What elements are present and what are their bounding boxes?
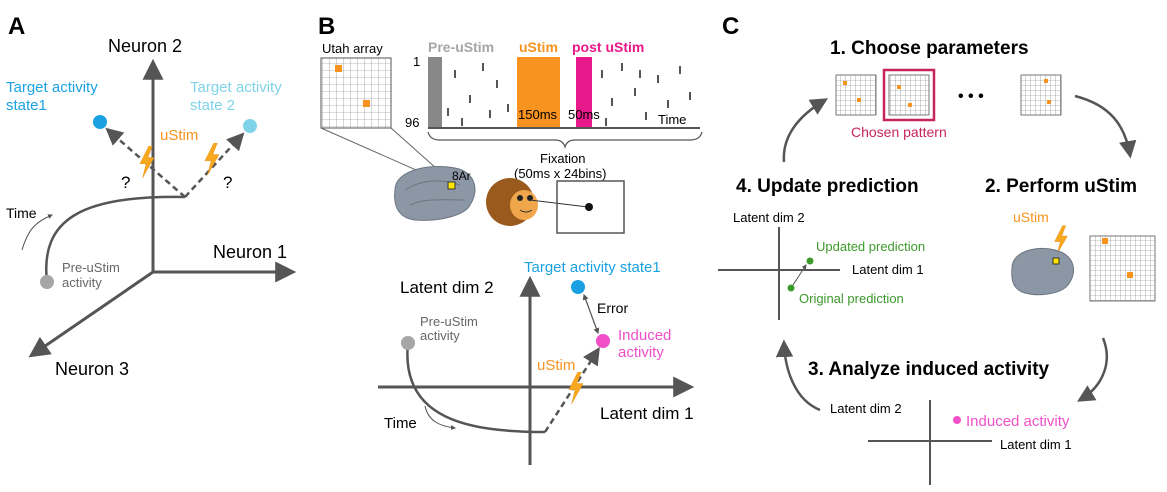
ustim-header: uStim	[519, 39, 558, 55]
induced-label-2: activity	[618, 344, 664, 361]
ustim-block	[517, 57, 560, 127]
question-mark-2: ?	[223, 173, 232, 192]
original-prediction-label: Original prediction	[799, 291, 904, 306]
target2-label-2: state 2	[190, 97, 235, 114]
panel-a: A Neuron 2 Neuron 1 Neuron 3 Pre-uStim a…	[6, 13, 297, 379]
target2-dot	[243, 119, 257, 133]
fixation-label-1: Fixation	[540, 151, 586, 166]
ustim-label-b: uStim	[537, 357, 575, 374]
target1-label-2: state1	[6, 97, 47, 114]
panel-a-letter: A	[8, 13, 25, 40]
neuron1-label: Neuron 1	[213, 242, 287, 262]
fixation-screen	[556, 180, 625, 234]
original-prediction-dot	[787, 284, 795, 292]
time-label: Time	[6, 205, 37, 221]
updated-prediction-dot	[806, 257, 814, 265]
array-location-marker	[447, 181, 456, 190]
lightning-bolt-icon	[204, 143, 220, 175]
cycle-arrow-4-to-1	[782, 98, 829, 163]
area-8ar-label: 8Ar	[452, 169, 471, 183]
target-dot-b	[571, 280, 585, 294]
trajectory-line	[44, 195, 186, 283]
latent-dim2-label-c4: Latent dim 2	[733, 210, 805, 225]
latent-dim2-label-c3: Latent dim 2	[830, 401, 902, 416]
ellipsis: • • •	[958, 88, 984, 105]
raster-row-top: 1	[413, 54, 420, 69]
electrode-marker	[335, 65, 342, 72]
induced-dot	[596, 334, 610, 348]
panel-b-letter: B	[318, 13, 335, 40]
step3-label: 3. Analyze induced activity	[808, 359, 1050, 380]
cycle-arrow-3-to-4	[775, 339, 821, 412]
panel-c-letter: C	[722, 13, 739, 40]
pre-ustim-block	[428, 57, 442, 127]
induced-dot-c	[953, 416, 961, 424]
cycle-arrow-1-to-2	[1074, 94, 1137, 159]
latent-dim1-label: Latent dim 1	[600, 404, 694, 423]
spike-ticks	[447, 63, 691, 126]
chosen-pattern-label: Chosen pattern	[851, 124, 947, 140]
latent-trajectory	[406, 342, 546, 434]
ustim-label-c: uStim	[1013, 209, 1049, 225]
target2-label-1: Target activity	[190, 79, 282, 96]
pre-ustim-dot-b	[401, 336, 415, 350]
duration-150ms: 150ms	[518, 107, 558, 122]
panel-c: C 1. Choose parameters Chosen pattern • …	[718, 13, 1156, 485]
pre-ustim-label-b1: Pre-uStim	[420, 314, 478, 329]
target1-label-1: Target activity	[6, 79, 98, 96]
error-label: Error	[597, 300, 628, 316]
fixation-label-2: (50ms x 24bins)	[514, 166, 606, 181]
pre-ustim-header: Pre-uStim	[428, 39, 494, 55]
time-label-b: Time	[384, 415, 417, 432]
brain-icon-c	[1011, 247, 1075, 296]
array-location-marker-c	[1052, 257, 1060, 265]
prediction-update-arrow	[792, 264, 807, 286]
brain-icon	[394, 165, 476, 221]
dashed-arrow-target2	[184, 132, 245, 198]
induced-label-c: Induced activity	[966, 413, 1070, 430]
fixation-dot	[585, 203, 593, 211]
neuron2-label: Neuron 2	[108, 36, 182, 56]
ustim-label: uStim	[160, 127, 198, 144]
latent-dim2-label: Latent dim 2	[400, 278, 494, 297]
duration-50ms: 50ms	[568, 107, 600, 122]
cycle-arrow-2-to-3	[1076, 337, 1108, 402]
neuron3-axis	[28, 270, 154, 358]
pre-ustim-label-1: Pre-uStim	[62, 260, 120, 275]
utah-array-cells	[321, 58, 391, 128]
step2-label: 2. Perform uStim	[985, 176, 1137, 197]
dashed-arrow-induced	[543, 347, 600, 433]
step4-label: 4. Update prediction	[736, 176, 919, 197]
neuron3-label: Neuron 3	[55, 359, 129, 379]
pre-ustim-label-2: activity	[62, 275, 102, 290]
time-arrow-b	[424, 405, 456, 431]
panel-b: B Utah array Pre-uStim uStim post uStim …	[318, 13, 703, 465]
gaze-line	[529, 199, 589, 208]
fixation-brace	[427, 131, 703, 150]
updated-prediction-label: Updated prediction	[816, 239, 925, 254]
pre-ustim-dot	[40, 275, 54, 289]
utah-array-label: Utah array	[322, 41, 383, 56]
raster-row-bottom: 96	[405, 115, 419, 130]
post-ustim-block	[576, 57, 592, 127]
induced-label-1: Induced	[618, 327, 671, 344]
electrode-marker	[363, 100, 370, 107]
chosen-pattern-frame	[882, 68, 936, 122]
step1-label: 1. Choose parameters	[830, 38, 1029, 59]
target-label-b: Target activity state1	[524, 259, 661, 276]
post-ustim-header: post uStim	[572, 39, 644, 55]
latent-dim1-label-c4: Latent dim 1	[852, 262, 924, 277]
time-arrow	[21, 214, 53, 251]
error-arrow	[582, 293, 600, 335]
raster-time-label: Time	[658, 112, 686, 127]
target1-dot	[93, 115, 107, 129]
latent-dim1-label-c3: Latent dim 1	[1000, 437, 1072, 452]
pre-ustim-label-b2: activity	[420, 328, 460, 343]
question-mark-1: ?	[121, 173, 130, 192]
